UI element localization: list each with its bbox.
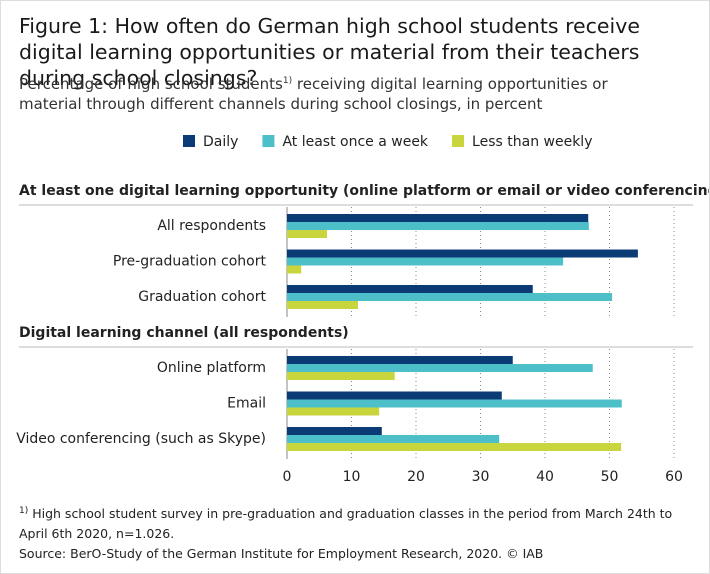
bar [287, 427, 382, 435]
footnote-mark: 1) [282, 76, 293, 86]
x-tick-label: 0 [283, 469, 292, 485]
category-label: Video conferencing (such as Skype) [16, 431, 266, 447]
section-title: At least one digital learning opportunit… [19, 183, 709, 199]
chart-subtitle: Percentage of high school students1) rec… [19, 71, 629, 114]
footnote-text: High school student survey in pre-gradua… [19, 506, 673, 542]
category-label: Email [227, 396, 266, 412]
legend-label: Daily [203, 134, 238, 150]
bar [287, 249, 638, 258]
bar [287, 435, 500, 443]
bar [287, 222, 589, 230]
legend-swatch [183, 135, 195, 147]
section-title: Digital learning channel (all respondent… [19, 325, 349, 341]
category-label: Online platform [157, 360, 266, 376]
bar [287, 443, 622, 451]
notes: 1) High school student survey in pre-gra… [19, 501, 699, 564]
x-tick-label: 60 [665, 469, 683, 485]
footnote: 1) High school student survey in pre-gra… [19, 501, 699, 544]
legend-swatch [452, 135, 465, 147]
category-label: All respondents [157, 218, 266, 234]
bar [287, 399, 622, 408]
bar [287, 265, 302, 274]
category-label: Graduation cohort [138, 289, 266, 305]
bar [287, 301, 358, 309]
x-tick-label: 10 [343, 469, 361, 485]
chart-title: Figure 1: How often do German high schoo… [19, 14, 640, 90]
subtitle-text: Percentage of high school students [19, 75, 283, 93]
legend-label: Less than weekly [472, 134, 592, 150]
bar [287, 364, 593, 372]
bar [287, 407, 380, 416]
legend-swatch [262, 135, 275, 147]
legend-label: At least once a week [282, 134, 428, 150]
x-tick-label: 20 [407, 469, 425, 485]
x-tick-label: 40 [536, 469, 554, 485]
bar [287, 356, 513, 364]
bar [287, 293, 613, 301]
bar [287, 257, 564, 266]
footnote-mark: 1) [19, 506, 29, 516]
bar [287, 285, 533, 293]
source: Source: BerO-Study of the German Institu… [19, 546, 544, 562]
bar [287, 391, 502, 400]
category-label: Pre-graduation cohort [113, 254, 267, 270]
bar [287, 230, 327, 238]
subtitle-text: receiving digital learning opportunities… [19, 75, 608, 113]
x-tick-label: 50 [601, 469, 619, 485]
bar [287, 372, 395, 380]
x-tick-label: 30 [472, 469, 490, 485]
bar [287, 214, 589, 222]
